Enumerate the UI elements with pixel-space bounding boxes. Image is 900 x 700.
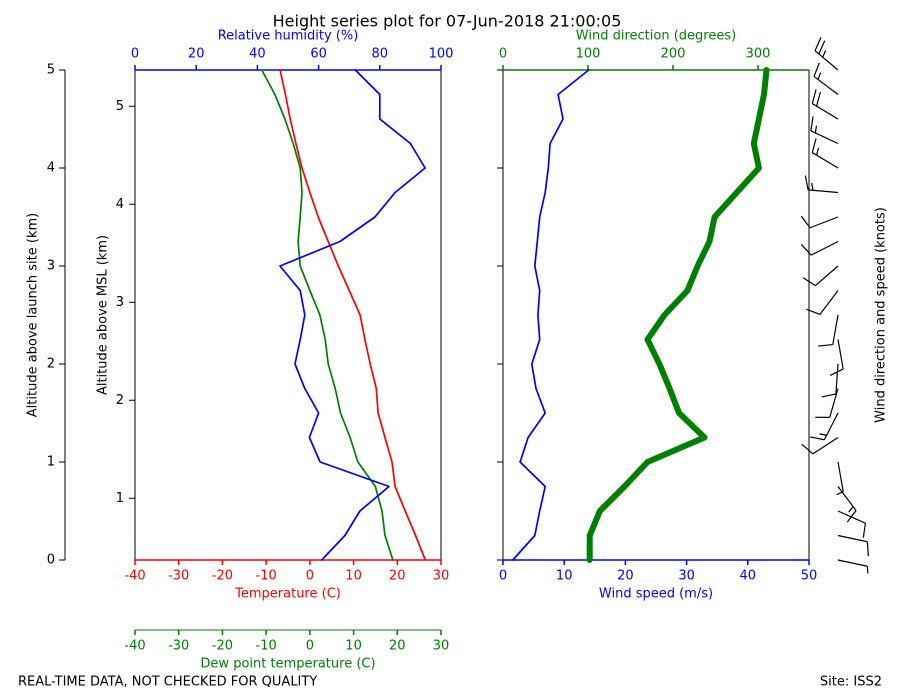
x-tick-label: 20 [389, 569, 406, 584]
wind-barb [815, 388, 839, 418]
wind-barb [837, 559, 869, 574]
x-tick-label: 0 [131, 47, 139, 62]
wind-barb [806, 290, 839, 316]
x-tick-label: 0 [499, 47, 507, 62]
x-tick-label: 40 [740, 569, 757, 584]
wind-barb [809, 412, 839, 441]
wind-barb [801, 436, 839, 455]
x-axis-label: Wind direction (degrees) [576, 29, 736, 44]
x-tick-label: 0 [306, 639, 314, 654]
panel-frame [502, 69, 810, 561]
y-axis-label: Altitude above launch site (km) [26, 213, 41, 417]
x-tick-label: -20 [212, 639, 233, 654]
x-axis-label: Dew point temperature (C) [200, 657, 375, 672]
y2-tick-label: 5 [116, 99, 124, 114]
y2-tick-label: 4 [116, 197, 124, 212]
x-tick-label: 20 [188, 47, 205, 62]
x-tick-label: 100 [429, 47, 454, 62]
wind-barb [837, 534, 869, 557]
profile-line [586, 67, 770, 563]
y2-tick-label: 2 [116, 393, 124, 408]
wind-barb [829, 339, 844, 376]
profile-line [279, 69, 426, 561]
wind-barb [800, 240, 839, 256]
x-tick-label: -40 [124, 569, 145, 584]
x-axis-label: Relative humidity (%) [218, 29, 359, 44]
x-tick-label: 80 [372, 47, 389, 62]
x-tick-label: -30 [168, 639, 189, 654]
chart-title: Height series plot for 07-Jun-2018 21:00… [273, 12, 622, 31]
x-tick-label: 20 [617, 569, 634, 584]
y2-axis-label: Altitude above MSL (km) [96, 235, 111, 395]
x-axis-label: Wind speed (m/s) [599, 587, 713, 602]
x-tick-label: 200 [661, 47, 686, 62]
profile-line [260, 69, 394, 561]
wind-barb [821, 363, 839, 398]
wind-barb [813, 62, 839, 95]
wind-barb [811, 138, 839, 169]
x-tick-label: -40 [124, 639, 145, 654]
wind-barb [810, 116, 839, 145]
x-tick-label: -30 [168, 569, 189, 584]
x-tick-label: 20 [389, 639, 406, 654]
x-tick-label: 30 [433, 569, 450, 584]
y2-tick-label: 1 [116, 491, 124, 506]
footer-right: Site: ISS2 [820, 675, 882, 690]
wind-barb [837, 486, 857, 523]
x-tick-label: 40 [249, 47, 266, 62]
x-tick-label: -10 [256, 569, 277, 584]
y-tick-label: 4 [47, 161, 55, 176]
x-tick-label: 10 [556, 569, 573, 584]
x-tick-label: 0 [306, 569, 314, 584]
profile-line [511, 69, 590, 561]
x-tick-label: 0 [499, 569, 507, 584]
x-tick-label: 10 [345, 639, 362, 654]
wind-barb [800, 215, 839, 229]
y-tick-label: 1 [47, 455, 55, 470]
wind-barb [814, 37, 839, 71]
y-tick-label: 2 [47, 357, 55, 372]
x-tick-label: 30 [678, 569, 695, 584]
wind-barb [818, 314, 839, 347]
wind-barb [811, 89, 839, 120]
x-tick-label: 300 [746, 47, 771, 62]
x-axis-label: Temperature (C) [234, 587, 341, 602]
wind-barb [804, 175, 839, 194]
y-tick-label: 3 [47, 259, 55, 274]
y2-tick-label: 3 [116, 295, 124, 310]
x-tick-label: 50 [801, 569, 818, 584]
profile-line [279, 69, 427, 561]
footer-left: REAL-TIME DATA, NOT CHECKED FOR QUALITY [18, 675, 317, 690]
wind-barb [837, 510, 867, 538]
wind-barb [802, 265, 839, 287]
x-tick-label: 60 [310, 47, 327, 62]
y-tick-label: 0 [47, 553, 55, 568]
x-tick-label: -20 [212, 569, 233, 584]
wind-barb [836, 461, 844, 496]
x-tick-label: -10 [256, 639, 277, 654]
barb-axis-label: Wind direction and speed (knots) [874, 207, 889, 423]
x-tick-label: 10 [345, 569, 362, 584]
x-tick-label: 30 [433, 639, 450, 654]
y-tick-label: 5 [47, 63, 55, 78]
x-tick-label: 100 [576, 47, 601, 62]
